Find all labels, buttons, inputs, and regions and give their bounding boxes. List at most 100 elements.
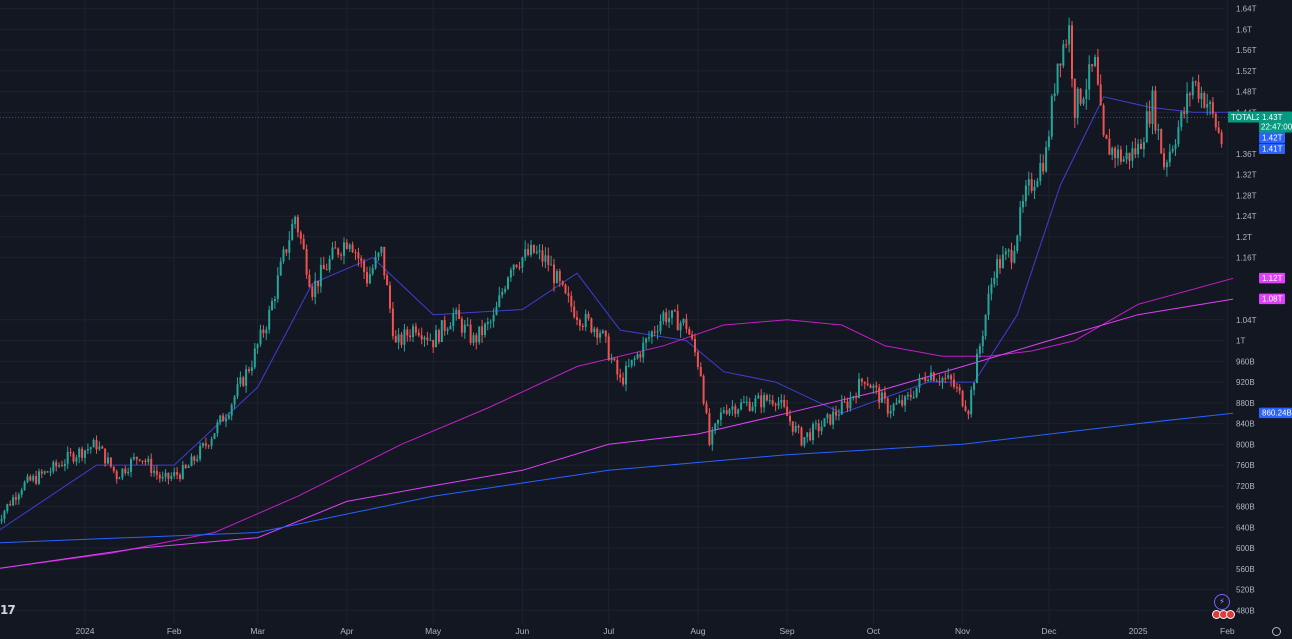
candle-body (699, 367, 702, 376)
event-flags-icon[interactable] (1212, 610, 1235, 619)
candle-body (878, 387, 881, 403)
candle-body (1122, 159, 1125, 162)
candle-body (984, 315, 987, 336)
price-tick-label: 800B (1236, 440, 1255, 449)
time-tick-label: Oct (867, 626, 881, 636)
candle-body (325, 269, 328, 271)
candle-body (314, 280, 317, 297)
candle-body (371, 268, 374, 274)
candle-body (613, 358, 616, 360)
candle-body (708, 413, 711, 445)
candle-body (837, 414, 840, 416)
candle-body (141, 460, 144, 462)
candle-body (584, 314, 587, 327)
candle-body (227, 415, 230, 419)
candle-body (233, 396, 236, 405)
time-axis[interactable]: 2024 Feb Mar Apr May Jun Jul Aug Sep Oct Nov Dec 202… (76, 626, 1235, 636)
candle-body (852, 396, 855, 398)
price-tag-label: 860.24B (1262, 409, 1292, 418)
countdown-label: 22:47:00 (1261, 123, 1292, 132)
candle-body (481, 326, 484, 336)
price-tick-label: 880B (1236, 399, 1255, 408)
candle-body (685, 318, 688, 329)
candle-body (81, 448, 84, 458)
candle-body (288, 240, 291, 253)
candle-body (593, 328, 596, 333)
candle-body (544, 255, 547, 262)
candle-body (625, 365, 627, 385)
candle-body (414, 326, 417, 333)
candle-body (299, 232, 302, 239)
price-tick-label: 1.48T (1236, 88, 1257, 97)
candle-body (1096, 56, 1099, 85)
candle-body (1027, 179, 1030, 186)
candle-body (412, 326, 414, 337)
candle-body (590, 318, 593, 333)
candle-body (1203, 93, 1206, 108)
candle-body (360, 258, 363, 261)
symbol-tag (1228, 111, 1260, 123)
price-tick-label: 480B (1236, 606, 1255, 615)
candle-body (771, 400, 774, 405)
candle-body (429, 339, 432, 341)
candle-body (751, 406, 754, 411)
price-tick-label: 680B (1236, 503, 1255, 512)
candle-body (26, 476, 29, 482)
tradingview-logo-icon[interactable]: 17 (0, 603, 16, 617)
candle-body (472, 335, 475, 343)
candle-body (1088, 64, 1091, 90)
candle-body (302, 238, 305, 249)
candle-body (406, 329, 409, 336)
time-tick-label: Mar (250, 626, 265, 636)
candle-body (435, 330, 437, 348)
candle-body (271, 301, 273, 310)
candle-body (1165, 162, 1168, 168)
candle-body (363, 260, 366, 273)
symbol-tag-label: TOTAL2 (1231, 113, 1261, 122)
candle-body (259, 329, 262, 345)
candle-body (72, 453, 75, 462)
price-tick-label: 960B (1236, 357, 1255, 366)
candle-body (722, 410, 725, 413)
candle-body (705, 403, 708, 413)
time-tick-label: May (425, 626, 442, 636)
candle-body (745, 401, 748, 403)
candle-body (256, 344, 259, 349)
candle-body (1094, 56, 1096, 67)
candle-body (610, 358, 613, 361)
candle-body (397, 334, 400, 343)
candle-body (1183, 111, 1186, 114)
candle-body (846, 401, 849, 409)
candle-body (866, 383, 869, 386)
candle-body (688, 329, 691, 335)
candle-body (662, 312, 665, 321)
candle-body (250, 367, 253, 372)
candle-body (1024, 185, 1027, 202)
price-tick-label: 720B (1236, 482, 1255, 491)
candle-body (484, 323, 486, 336)
candle-body (564, 284, 567, 294)
candle-body (213, 433, 216, 439)
candle-body (1142, 142, 1145, 150)
candle-body (538, 250, 541, 252)
candle-body (835, 411, 837, 416)
candle-body (440, 320, 443, 342)
candle-body (1119, 149, 1122, 162)
gear-icon[interactable] (1272, 627, 1281, 636)
candle-body (820, 426, 823, 432)
candle-body (1114, 148, 1117, 158)
lightning-icon[interactable]: ⚡ (1214, 594, 1230, 610)
candle-body (78, 448, 81, 458)
candle-body (1117, 149, 1119, 159)
candle-body (927, 379, 930, 381)
candle-body (789, 416, 791, 422)
time-tick-label: 2025 (1129, 626, 1148, 636)
candle-body (803, 437, 806, 446)
candle-body (196, 459, 199, 461)
candle-body (366, 272, 368, 284)
candle-body (921, 377, 924, 379)
candle-body (892, 404, 895, 411)
candle-body (930, 372, 932, 380)
